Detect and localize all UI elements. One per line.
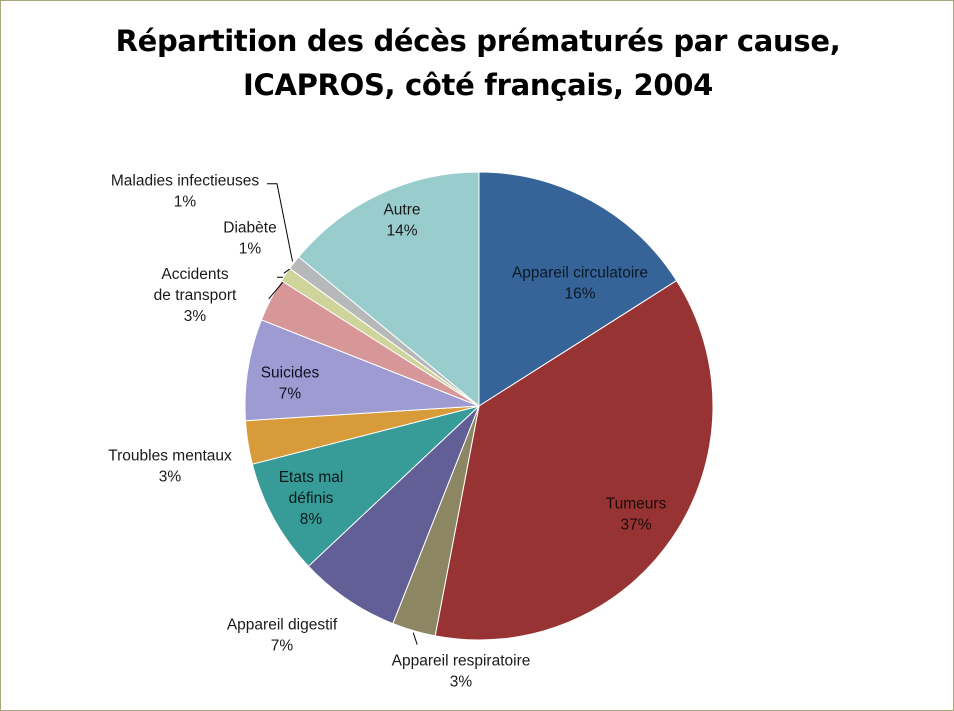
chart-title: Répartition des décès prématurés par cau…: [1, 19, 953, 107]
data-label-tumeurs: Tumeurs 37%: [606, 496, 667, 534]
pie-slice-appareil-circulatoire: [478, 171, 678, 407]
leader-line-maladies-infectieuses: [267, 183, 293, 262]
pie-slice-autre: [297, 171, 480, 408]
chart-title-line-1: Répartition des décès prématurés par cau…: [115, 24, 841, 58]
chart-title-line-2: ICAPROS, côté français, 2004: [242, 68, 713, 102]
data-label-troubles-mentaux: Troubles mentaux 3%: [108, 448, 232, 486]
pie-slice-appareil-digestif: [307, 405, 480, 625]
leader-line-appareil-respiratoire: [412, 632, 418, 645]
data-label-diabete: Diabète 1%: [223, 220, 276, 258]
data-label-suicides: Suicides 7%: [261, 365, 320, 403]
data-label-maladies-infectieuses: Maladies infectieuses 1%: [111, 173, 259, 211]
pie-slice-tumeurs: [434, 279, 714, 641]
data-label-appareil-digestif: Appareil digestif 7%: [227, 617, 338, 655]
data-label-appareil-respiratoire: Appareil respiratoire 3%: [392, 653, 531, 691]
data-label-appareil-circulatoire: Appareil circulatoire 16%: [512, 265, 648, 303]
pie-slice-etats-mal-definis: [251, 405, 480, 567]
pie-slice-suicides: [244, 319, 480, 422]
data-label-accidents-de-transport: Accidents de transport 3%: [154, 266, 237, 325]
data-label-autre: Autre 14%: [383, 202, 420, 240]
data-label-etats-mal-definis: Etats mal définis 8%: [279, 469, 344, 528]
